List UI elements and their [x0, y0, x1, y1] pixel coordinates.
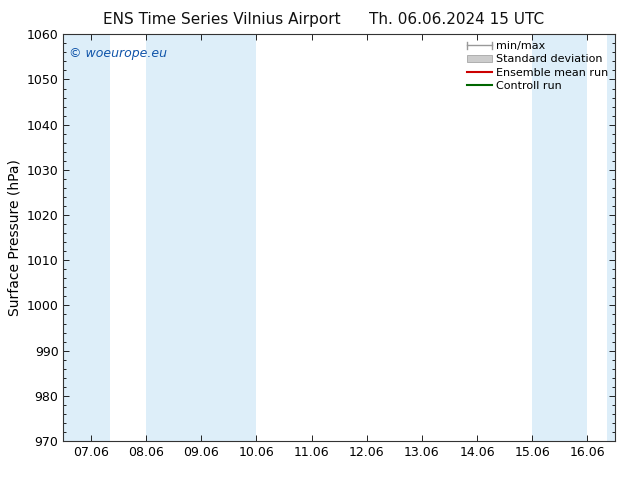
Bar [533, 34, 588, 441]
Text: © woeurope.eu: © woeurope.eu [69, 47, 167, 59]
Bar [63, 34, 110, 441]
Text: ENS Time Series Vilnius Airport: ENS Time Series Vilnius Airport [103, 12, 340, 27]
Y-axis label: Surface Pressure (hPa): Surface Pressure (hPa) [7, 159, 21, 316]
Text: Th. 06.06.2024 15 UTC: Th. 06.06.2024 15 UTC [369, 12, 544, 27]
Bar [146, 34, 256, 441]
Bar [607, 34, 615, 441]
Legend: min/max, Standard deviation, Ensemble mean run, Controll run: min/max, Standard deviation, Ensemble me… [463, 37, 612, 96]
